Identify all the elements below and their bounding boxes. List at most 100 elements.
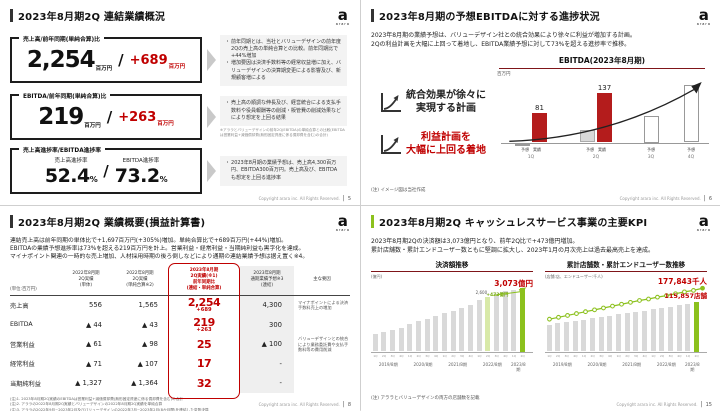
forecast-bar — [684, 84, 699, 143]
title-accent-bar — [10, 215, 13, 228]
quarter-label: 2Q — [694, 353, 699, 358]
point-plan-text: 統合効果が徐々に 実現する計画 — [406, 89, 486, 114]
bar — [398, 327, 404, 352]
lead-paragraph: 2023年8月期の業績予想は、バリューデザイン社との統合効果により徐々に利益が増… — [371, 31, 636, 48]
line-final-label: 177,843千人 — [657, 276, 707, 286]
current-value-cell: 32 — [168, 374, 240, 394]
quarter-label: 1Q — [616, 353, 621, 358]
row-label: 経常利益 — [10, 361, 35, 369]
bar — [450, 310, 456, 352]
quarter-label: 1Q — [442, 353, 447, 358]
prior-combined-value: ▲ 1,364 — [131, 379, 158, 388]
year-label: 2022/8期 — [656, 361, 676, 367]
bar — [685, 304, 691, 352]
progress-unit: % — [159, 174, 168, 184]
pl-table: (単位:百万円) 2022年8月期 2Q実績 (単体) 2022年8月期 2Q実績 … — [10, 265, 350, 394]
actual-bar — [597, 93, 612, 143]
kpi-value: 2,254 — [26, 47, 96, 74]
bar — [546, 324, 552, 352]
year-label: 2022/8期 — [482, 361, 502, 367]
quarter-label: 1Q — [527, 154, 535, 160]
bar-name-labels: 予想 実績 — [521, 146, 541, 152]
kpi-slash: / — [118, 51, 124, 70]
arara-logo: a arara — [336, 8, 350, 27]
slide-cashless-kpi: 2023年8月期2Q キャッシュレスサービス事業の主要KPI a arara 2… — [361, 206, 720, 411]
bar — [572, 320, 578, 352]
chart-unit: 百万円 — [497, 71, 511, 77]
bar — [381, 331, 387, 352]
page-number: 8 — [347, 401, 351, 408]
page-title: 2023年8月期2Q 業績概要(損益計算書) — [18, 218, 206, 229]
quarter-label: 2Q — [592, 154, 600, 160]
prior-combined-value: 1,565 — [138, 301, 158, 310]
forecast-bar — [644, 115, 659, 143]
year-label: 2021/8期 — [448, 361, 468, 367]
factor-text: バリューデザインとの統合により業務委託費や支払手数料等の費用削減 — [298, 335, 349, 353]
point-plan: 統合効果が徐々に 実現する計画 — [371, 89, 493, 115]
forecast-value: ▲ 100 — [240, 334, 294, 355]
quarter-label: 1Q — [547, 353, 552, 358]
quarter-label: 4Q — [503, 353, 508, 358]
x-axis — [371, 351, 533, 353]
quarter-label: 4Q — [677, 353, 682, 358]
slide-footer: Copyright arara inc. All Rights Reserved… — [258, 195, 351, 202]
column-header: 2022年8月期 2Q実績 (単純合算※2) — [112, 266, 168, 296]
progress-unit: % — [89, 174, 98, 184]
prior-standalone-value: ▲ 44 — [85, 320, 102, 329]
row-label: 当期純利益 — [10, 380, 41, 388]
arara-logo: a arara — [336, 214, 350, 233]
logo-mark: a — [337, 6, 348, 24]
quarter-label: 4Q — [468, 353, 473, 358]
copyright: Copyright arara inc. All Rights Reserved… — [619, 196, 701, 201]
slide-header: 2023年8月期2Q キャッシュレスサービス事業の主要KPI a arara — [371, 214, 711, 233]
quarter-label: 2Q — [659, 353, 665, 358]
current-value: 219 — [193, 315, 215, 329]
prior-combined-value: ▲ 98 — [141, 340, 158, 349]
bar — [459, 307, 465, 352]
note-bullet: 増加要因は決済手数料等の経常収益増に加え、バリューデザインの決算期変更による影響… — [231, 60, 342, 81]
bar — [650, 309, 656, 352]
current-value-cell: 17 — [168, 354, 240, 374]
quarter-label: 2Q — [451, 353, 456, 358]
prior-standalone-value: ▲ 61 — [85, 340, 102, 349]
copyright: Copyright arara inc. All Rights Reserved… — [616, 402, 698, 407]
ebitda-progress-body: 統合効果が徐々に 実現する計画 利益計画を 大幅に上回る着地 EBITDA(20… — [371, 55, 711, 177]
forecast-bar — [515, 143, 530, 147]
bar-name-labels: 予想 — [687, 146, 695, 152]
bar — [441, 312, 448, 352]
row-label: 売上高 — [10, 302, 29, 310]
quarter-label: 4Q — [607, 353, 613, 358]
bar — [476, 300, 482, 352]
point-result-text: 利益計画を 大幅に上回る着地 — [406, 131, 486, 156]
bar-final-label: 115,857店舗 — [664, 291, 707, 300]
growth-curve-icon — [381, 92, 401, 112]
progress-label: 売上高進捗率 — [54, 157, 88, 164]
current-delta: +263 — [196, 326, 212, 333]
bar — [607, 315, 613, 352]
logo-mark: a — [698, 6, 709, 24]
chart-unit: (億円) — [371, 273, 383, 279]
bar — [615, 314, 622, 352]
lead-paragraph: 2023年8月期2Qの決済額は3,073億円となり、前年2Q比で+473億円増加… — [371, 237, 654, 254]
kpi-row-ebitda: EBITDA/前年同期(単純合算)比 219 百万円 / +263 百万円 ・売… — [10, 91, 350, 140]
kpi-delta: +263 — [118, 109, 157, 125]
x-axis — [545, 351, 707, 353]
bar-value-label: 81 — [535, 104, 544, 113]
footnote-line: (注)3. アララの2022年9月~2023年2月及びバリューデザインの2022… — [10, 407, 209, 411]
slide-header: 2023年8月期の予想EBITDAに対する進捗状況 a arara — [371, 8, 711, 27]
payment-volume-chart: 決済額推移 (億円) 1Q 2Q 3Q 4Q 1Q 2Q 3Q 4Q 1Q 2Q 3Q 4Q 1Q 2Q 3… — [371, 259, 533, 378]
slide-header: 2023年8月期2Q 連結業績概況 a arara — [10, 8, 350, 27]
kpi-slash: / — [106, 108, 113, 126]
slide-footer: Copyright arara inc. All Rights Reserved… — [616, 401, 712, 408]
page-number: 5 — [347, 195, 351, 202]
bar — [389, 329, 396, 352]
current-value-cell: 219 +263 — [168, 315, 240, 335]
pointer-arrow-icon — [207, 49, 216, 72]
column-header: 主な要因 — [294, 266, 350, 296]
slide-ebitda-progress: 2023年8月期の予想EBITDAに対する進捗状況 a arara 2023年8… — [361, 0, 720, 205]
chart-title: 累計店舗数・累計エンドユーザー数推移 — [545, 259, 707, 272]
copyright: Copyright arara inc. All Rights Reserved… — [258, 196, 340, 201]
arara-logo: a arara — [697, 214, 711, 233]
page-title: 2023年8月期の予想EBITDAに対する進捗状況 — [379, 12, 600, 23]
